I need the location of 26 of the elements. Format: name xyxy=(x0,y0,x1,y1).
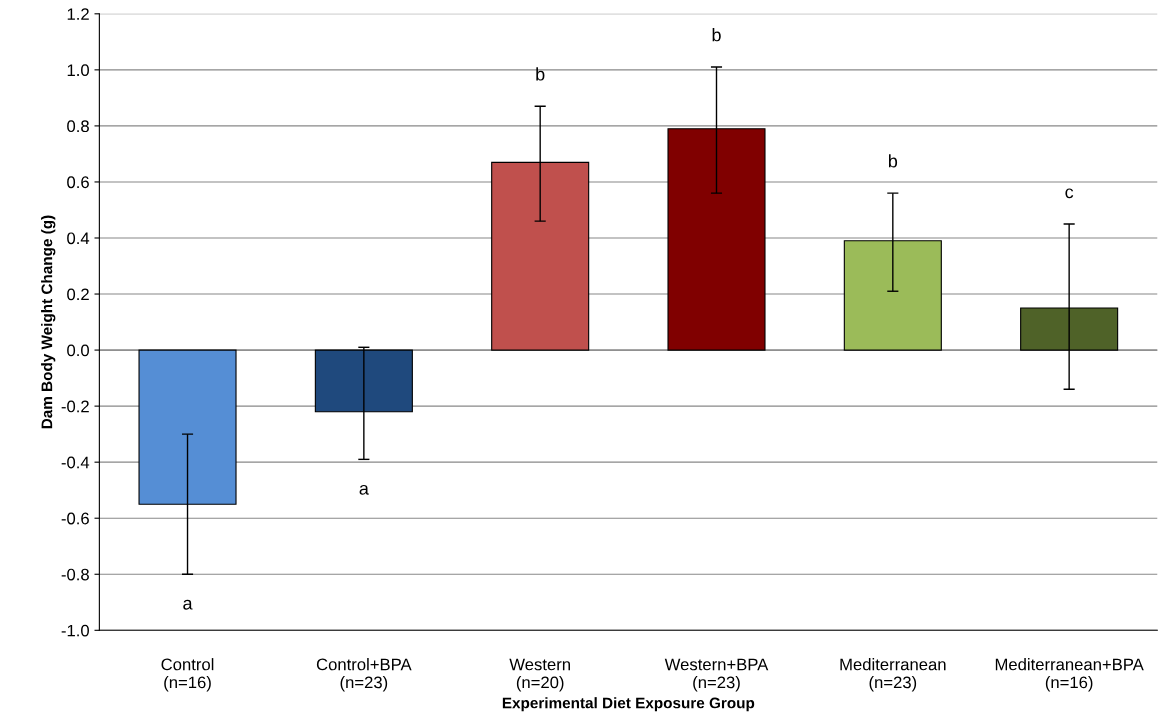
y-tick-label: -0.4 xyxy=(61,456,90,469)
x-tick-label: Western+BPA (n=23) xyxy=(664,658,769,692)
annotation: a xyxy=(359,484,369,495)
y-tick-label: -0.2 xyxy=(61,400,89,413)
y-tick-label: 0.4 xyxy=(67,232,90,245)
annotation: c xyxy=(1065,188,1074,199)
y-tick-label: -1.0 xyxy=(61,624,89,637)
y-tick-label: 1.0 xyxy=(67,64,89,77)
annotation: b xyxy=(536,67,545,81)
y-axis-title: Dam Body Weight Change (g) xyxy=(41,215,56,429)
y-tick-label: -0.6 xyxy=(61,512,89,525)
x-tick-label: Control+BPA (n=23) xyxy=(316,658,412,692)
y-tick-label: 0.2 xyxy=(67,288,89,301)
x-tick-label: Mediterranean+BPA (n=16) xyxy=(995,658,1144,692)
y-tick-label: 0.0 xyxy=(67,344,89,357)
x-tick-label: Mediterranean (n=23) xyxy=(840,658,946,692)
y-tick-label: -0.8 xyxy=(61,568,89,581)
y-tick-label: 0.8 xyxy=(67,120,89,133)
x-axis-title: Experimental Diet Exposure Group xyxy=(502,697,755,712)
x-tick-label: Western (n=20) xyxy=(509,658,570,692)
y-tick-label: 1.2 xyxy=(67,8,89,20)
x-tick-label: Control (n=16) xyxy=(161,658,214,692)
annotation: a xyxy=(183,599,193,610)
y-tick-label: 0.6 xyxy=(67,176,89,189)
annotation: b xyxy=(712,28,721,42)
annotation: b xyxy=(888,154,898,168)
